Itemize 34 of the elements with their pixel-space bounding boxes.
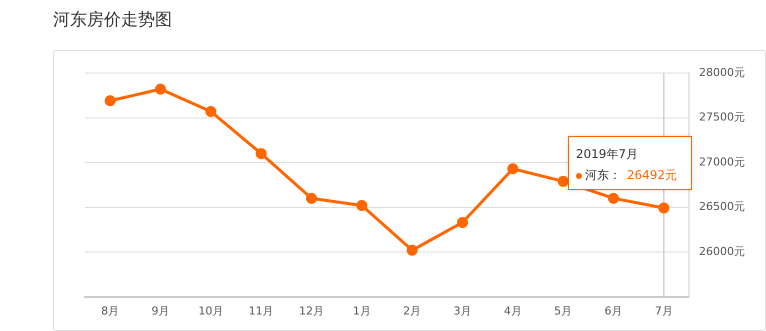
- x-tick-label: 8月: [101, 304, 120, 318]
- point: [155, 84, 166, 95]
- annotation: 河东：: [584, 168, 621, 182]
- x-tick-label: 11月: [248, 304, 274, 318]
- x-tick-label: 10月: [198, 304, 224, 318]
- x-tick-label: 2月: [403, 304, 422, 318]
- point: [356, 200, 368, 211]
- y-tick-label: 26000元: [699, 244, 746, 258]
- point: [406, 244, 418, 256]
- x-tick-label: 9月: [152, 304, 170, 318]
- x-tick-label: 5月: [554, 304, 572, 318]
- y-tick-label: 27000元: [699, 155, 746, 168]
- point: [205, 106, 216, 117]
- annotation: 26492元: [626, 168, 678, 182]
- point: [507, 163, 518, 174]
- point: [658, 202, 670, 214]
- y-tick-label: 27500元: [699, 110, 746, 124]
- annotation: 2019年7月: [576, 146, 638, 163]
- x-tick-label: 7月: [654, 304, 673, 318]
- point: [256, 148, 267, 160]
- point: [608, 192, 620, 204]
- x-tick-label: 1月: [352, 304, 371, 318]
- x-tick-label: 12月: [299, 304, 324, 318]
- point: [558, 176, 569, 187]
- x-tick-label: 6月: [604, 304, 623, 318]
- y-tick-label: 28000元: [699, 66, 746, 79]
- point: [457, 217, 468, 228]
- x-tick-label: 3月: [454, 304, 472, 318]
- chart-title: 河东房价走势图: [53, 9, 172, 31]
- x-tick-label: 4月: [504, 304, 522, 318]
- point: [104, 95, 116, 106]
- y-tick-label: 26500元: [699, 200, 746, 214]
- point: [306, 192, 318, 204]
- tooltip-box: 2019年7月 河东： 26492元: [568, 136, 692, 190]
